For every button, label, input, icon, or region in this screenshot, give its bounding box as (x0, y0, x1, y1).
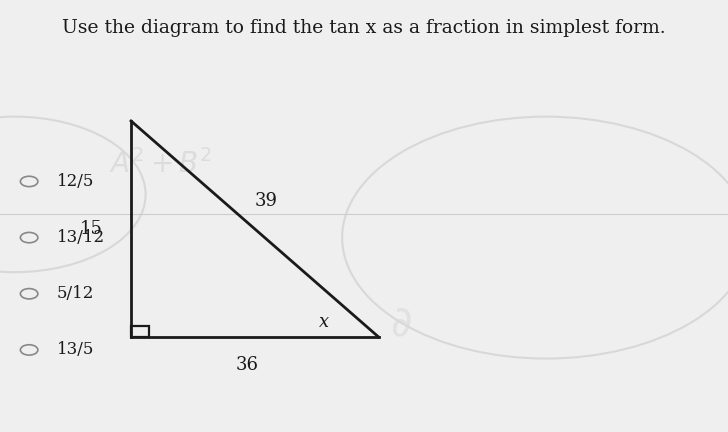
Text: $A^2 + B^2$: $A^2 + B^2$ (108, 149, 212, 179)
Text: 36: 36 (236, 356, 259, 374)
Text: 15: 15 (79, 220, 103, 238)
Text: 13/5: 13/5 (57, 341, 94, 359)
Text: x: x (319, 313, 329, 331)
Text: 12/5: 12/5 (57, 173, 94, 190)
Bar (131, 326, 149, 337)
Text: 5/12: 5/12 (57, 285, 94, 302)
Text: Use the diagram to find the tan x as a fraction in simplest form.: Use the diagram to find the tan x as a f… (62, 19, 666, 38)
Text: $\partial$: $\partial$ (389, 303, 411, 345)
Text: 39: 39 (254, 192, 277, 210)
Text: 13/12: 13/12 (57, 229, 105, 246)
